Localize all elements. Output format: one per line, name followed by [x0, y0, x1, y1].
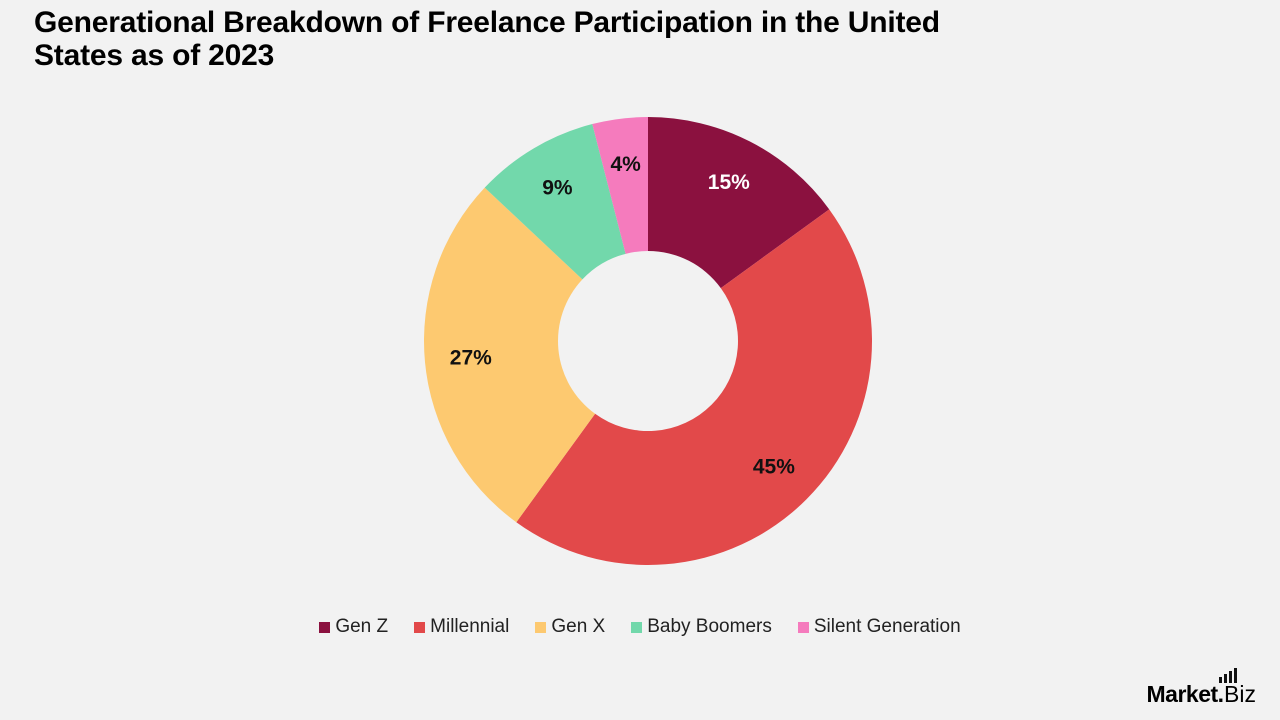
legend-label: Gen Z	[335, 616, 389, 637]
donut-slice-baby-boomers	[484, 124, 626, 280]
legend-item-gen-z: Gen Z	[319, 616, 388, 638]
legend-item-silent-generation: Silent Generation	[797, 616, 961, 638]
slice-label-gen-z: 15%	[708, 171, 750, 194]
legend-label: Millennial	[430, 616, 510, 637]
donut-slice-gen-z	[648, 117, 830, 289]
donut-slice-labels: 15% 45% 27% 9% 4%	[450, 153, 795, 478]
legend-item-gen-x: Gen X	[535, 616, 605, 638]
legend-item-baby-boomers: Baby Boomers	[631, 616, 772, 638]
slice-label-millennial: 45%	[753, 455, 795, 478]
legend-label: Gen X	[551, 616, 606, 637]
donut-slice-millennial	[516, 209, 872, 565]
chart-legend: Gen Z Millennial Gen X Baby Boomers Sile…	[0, 616, 1280, 638]
legend-swatch	[535, 621, 547, 633]
logo-dot-text: .	[1217, 681, 1225, 707]
legend-swatch	[414, 621, 426, 633]
donut-slice-gen-x	[424, 187, 596, 523]
slice-label-silent-generation: 4%	[611, 153, 642, 176]
legend-swatch	[797, 621, 809, 633]
slice-label-gen-x: 27%	[450, 346, 492, 369]
logo-main-text: Market	[1146, 681, 1219, 707]
donut-slice-silent-generation	[592, 117, 648, 254]
legend-label: Baby Boomers	[647, 616, 772, 637]
legend-label: Silent Generation	[813, 616, 961, 637]
logo-sub-text: Biz	[1224, 681, 1256, 707]
legend-swatch	[319, 621, 331, 633]
logo-bars-icon	[1218, 668, 1237, 683]
slice-label-baby-boomers: 9%	[542, 176, 573, 199]
brand-logo: Market . Biz	[1146, 668, 1256, 707]
chart-title: Generational Breakdown of Freelance Part…	[34, 6, 940, 72]
donut-slices	[424, 117, 872, 565]
legend-item-millennial: Millennial	[414, 616, 509, 638]
legend-swatch	[631, 621, 643, 633]
